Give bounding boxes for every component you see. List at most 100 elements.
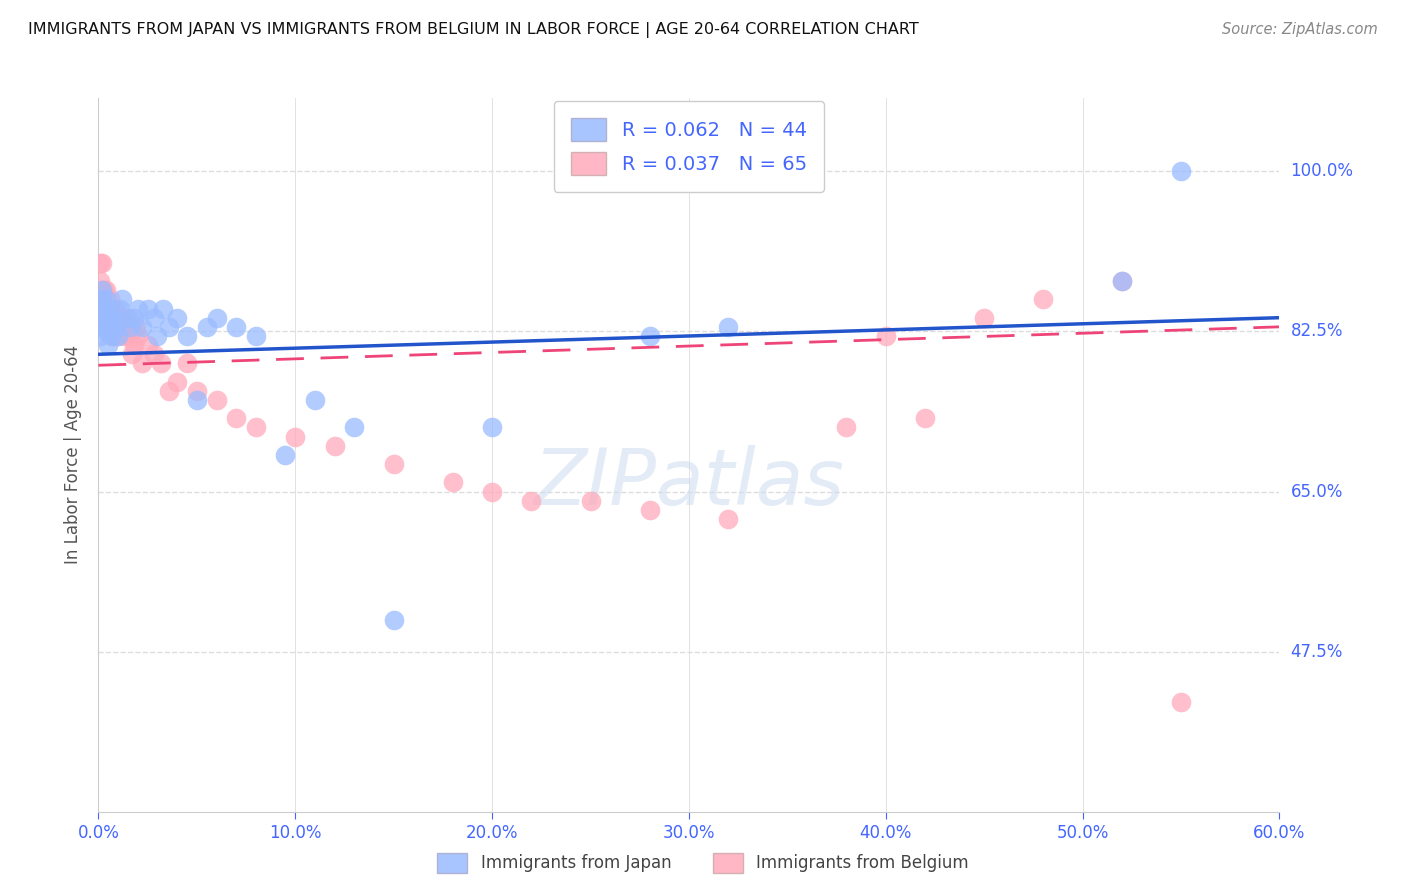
Point <box>914 411 936 425</box>
Point <box>186 384 208 398</box>
Point <box>97 319 120 334</box>
Point <box>98 319 121 334</box>
Point <box>121 347 143 361</box>
Point <box>105 319 128 334</box>
Point <box>93 301 115 316</box>
Point <box>89 310 111 325</box>
Point <box>166 375 188 389</box>
Point <box>91 283 114 297</box>
Point <box>481 420 503 434</box>
Point <box>579 493 602 508</box>
Point <box>96 283 118 297</box>
Point <box>1111 274 1133 288</box>
Point <box>638 329 661 343</box>
Point <box>103 301 125 316</box>
Point <box>166 310 188 325</box>
Point <box>97 301 120 316</box>
Point <box>131 356 153 370</box>
Point <box>343 420 366 434</box>
Point <box>245 420 267 434</box>
Point <box>1170 164 1192 178</box>
Point <box>441 475 464 490</box>
Point <box>107 329 129 343</box>
Point <box>96 325 118 339</box>
Point <box>284 429 307 443</box>
Point <box>142 347 165 361</box>
Point <box>103 310 125 325</box>
Legend: R = 0.062   N = 44, R = 0.037   N = 65: R = 0.062 N = 44, R = 0.037 N = 65 <box>554 101 824 193</box>
Text: Source: ZipAtlas.com: Source: ZipAtlas.com <box>1222 22 1378 37</box>
Point <box>157 384 180 398</box>
Point <box>125 319 148 334</box>
Text: IMMIGRANTS FROM JAPAN VS IMMIGRANTS FROM BELGIUM IN LABOR FORCE | AGE 20-64 CORR: IMMIGRANTS FROM JAPAN VS IMMIGRANTS FROM… <box>28 22 920 38</box>
Point <box>117 310 139 325</box>
Point <box>97 338 120 352</box>
Point <box>304 392 326 407</box>
Text: ZIPatlas: ZIPatlas <box>533 445 845 522</box>
Point <box>323 439 346 453</box>
Point <box>875 329 897 343</box>
Point <box>127 301 149 316</box>
Point <box>105 329 128 343</box>
Point <box>205 310 228 325</box>
Point <box>96 310 118 325</box>
Point <box>1032 293 1054 307</box>
Point <box>142 310 165 325</box>
Point <box>835 420 858 434</box>
Point <box>205 392 228 407</box>
Point <box>1111 274 1133 288</box>
Point <box>96 301 118 316</box>
Point <box>93 301 115 316</box>
Point <box>638 503 661 517</box>
Point <box>93 283 115 297</box>
Y-axis label: In Labor Force | Age 20-64: In Labor Force | Age 20-64 <box>65 345 83 565</box>
Text: 47.5%: 47.5% <box>1291 642 1343 661</box>
Point <box>127 329 149 343</box>
Point <box>136 338 159 352</box>
Point <box>1170 695 1192 709</box>
Point <box>152 301 174 316</box>
Point <box>122 310 145 325</box>
Point <box>101 319 124 334</box>
Point <box>115 319 138 334</box>
Point <box>108 319 131 334</box>
Point <box>195 319 218 334</box>
Point <box>225 411 247 425</box>
Point <box>150 356 173 370</box>
Point <box>176 356 198 370</box>
Point <box>101 329 124 343</box>
Point <box>91 283 114 297</box>
Point <box>225 319 247 334</box>
Point <box>105 319 128 334</box>
Point <box>131 319 153 334</box>
Point <box>111 310 134 325</box>
Point <box>89 274 111 288</box>
Point <box>122 338 145 352</box>
Point <box>93 310 115 325</box>
Point <box>98 319 121 334</box>
Point <box>111 293 134 307</box>
Point <box>97 310 120 325</box>
Point <box>382 613 405 627</box>
Point <box>98 310 121 325</box>
Point <box>98 293 121 307</box>
Point <box>89 310 111 325</box>
Point <box>717 512 740 526</box>
Text: 82.5%: 82.5% <box>1291 322 1343 341</box>
Point <box>118 329 141 343</box>
Point <box>245 329 267 343</box>
Point <box>91 293 114 307</box>
Point <box>101 310 124 325</box>
Point <box>973 310 995 325</box>
Point <box>118 319 141 334</box>
Point <box>717 319 740 334</box>
Text: 65.0%: 65.0% <box>1291 483 1343 500</box>
Point <box>89 329 111 343</box>
Point <box>520 493 543 508</box>
Point <box>481 484 503 499</box>
Point <box>98 301 121 316</box>
Text: 100.0%: 100.0% <box>1291 162 1354 180</box>
Legend: Immigrants from Japan, Immigrants from Belgium: Immigrants from Japan, Immigrants from B… <box>430 847 976 880</box>
Point <box>274 448 297 462</box>
Point <box>89 293 111 307</box>
